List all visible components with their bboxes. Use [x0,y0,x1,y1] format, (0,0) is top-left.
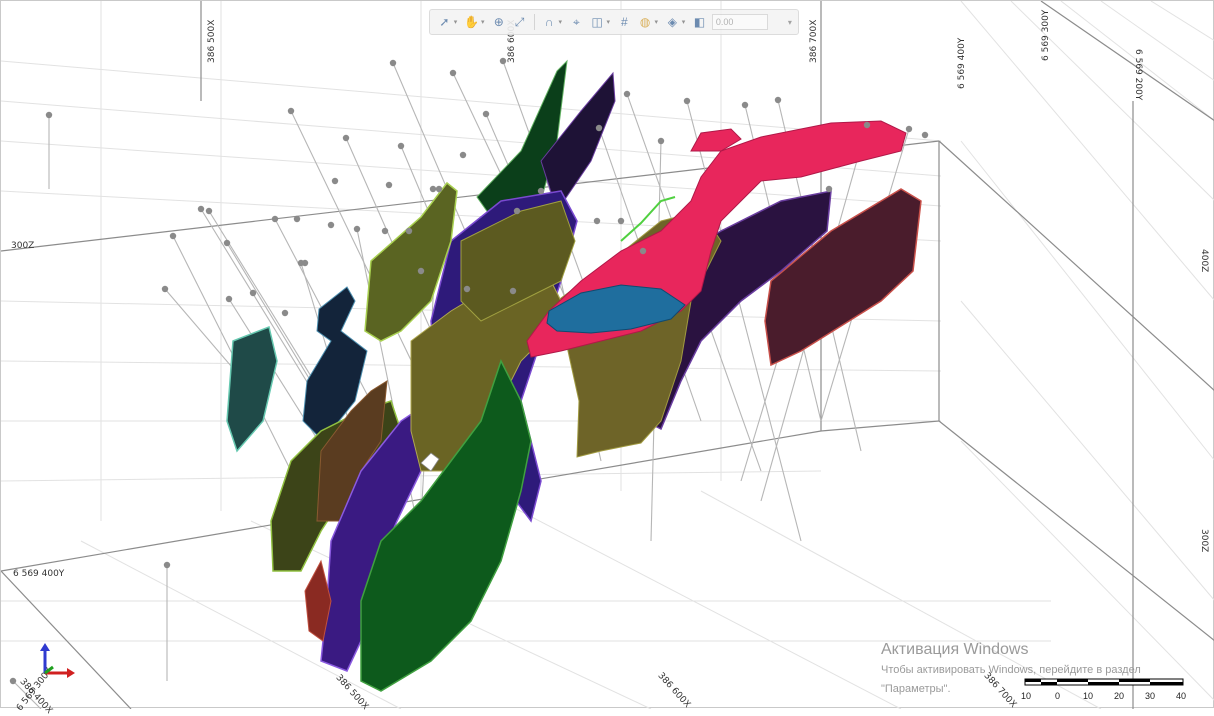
drillhole-collar[interactable] [287,107,295,115]
orebody-surfaces [226,59,922,692]
x-axis-label-top-1: 386 500X [207,19,217,63]
drillhole-collar[interactable] [595,124,603,132]
chevron-down-icon[interactable]: ▾ [480,19,485,26]
drillhole-collar[interactable] [617,217,625,225]
drillhole-collar[interactable] [45,111,53,119]
watermark-line: "Параметры". [881,683,951,695]
select-arrow-icon[interactable]: ➚ [439,15,450,29]
drillhole-collar[interactable] [825,185,833,193]
z-axis-label-left: 300Z [11,241,35,251]
drillhole-collar[interactable] [223,239,231,247]
y-axis-label-left: 6 569 400Y [13,569,65,579]
scale-tick-label: 30 [1145,691,1156,701]
drillhole-collar[interactable] [513,207,521,215]
drillhole-collar[interactable] [774,96,782,104]
drillhole-collar[interactable] [225,295,233,303]
zoom-extents-icon[interactable]: ⤢ [514,14,525,29]
y-axis-label-top-1: 6 569 400Y [957,37,967,89]
drillhole-collar[interactable] [537,187,545,195]
magnet-icon[interactable]: ∩ [544,15,554,29]
layers-icon[interactable]: ◈ [667,15,677,29]
collar-points [9,57,929,685]
drillhole-collar[interactable] [639,247,647,255]
drillhole-collar[interactable] [463,285,471,293]
drillhole-collar[interactable] [342,134,350,142]
y-axis-label-top-3: 6 569 200Y [1133,49,1143,101]
drillhole-collar[interactable] [657,137,665,145]
windows-activation-watermark: Активация Windows Чтобы активировать Win… [881,641,1141,697]
drillhole-collar[interactable] [593,217,601,225]
drillhole-collar[interactable] [161,285,169,293]
drillhole-collar[interactable] [482,110,490,118]
grid-icon[interactable]: # [621,15,628,29]
drillhole-collar[interactable] [205,207,213,215]
drillhole-collar[interactable] [197,205,205,213]
drillhole-collar[interactable] [449,69,457,77]
z-axis-label-right-top: 400Z [1199,249,1209,273]
drillhole-collar[interactable] [435,185,443,193]
drillhole-collar[interactable] [331,177,339,185]
scale-tick-label: 10 [1083,691,1094,701]
drillhole-collar[interactable] [293,215,301,223]
palette-icon[interactable]: ◍ [639,15,651,29]
z-axis-label-right-mid: 300Z [1199,529,1209,553]
drillhole-collar[interactable] [281,309,289,317]
scale-bar: 10 0 10 20 30 40 [1021,675,1187,705]
drillhole-collar[interactable] [271,215,279,223]
drillhole-collar[interactable] [163,561,171,569]
drillhole-collar[interactable] [405,227,413,235]
orbit-target-icon[interactable]: ⊕ [493,15,504,29]
drillhole-collar[interactable] [327,221,335,229]
drillhole-collar[interactable] [509,287,517,295]
drillhole-collar[interactable] [905,125,913,133]
drillhole-collar[interactable] [353,225,361,233]
scale-tick-label: 0 [1055,691,1061,701]
scale-bar-graphic [1024,678,1184,686]
scale-tick-label: 40 [1176,691,1187,701]
drillhole-collar[interactable] [169,232,177,240]
x-axis-label-top-3: 386 700X [809,19,819,63]
chevron-down-icon[interactable]: ▾ [681,19,686,26]
drillhole-collar[interactable] [389,59,397,67]
watermark-title: Активация Windows [881,641,1029,658]
drillhole-collar[interactable] [417,267,425,275]
drillhole-collar[interactable] [683,97,691,105]
toolbar-divider [533,14,535,30]
y-axis-label-top-2: 6 569 300Y [1041,9,1051,61]
watermark-line: Чтобы активировать Windows, перейдите в … [881,664,1141,676]
drillhole-collar[interactable] [429,185,437,193]
axis-triad [40,643,75,678]
drillhole-collar[interactable] [249,289,257,297]
view-toolbar: ➚▾ ✋▾ ⊕ ⤢ ∩▾ ⌖ ◫▾ # ◍▾ ◈▾ ◧ ▾ [429,9,799,35]
drillhole-collar[interactable] [381,227,389,235]
chevron-down-icon[interactable]: ▾ [453,19,458,26]
drillhole-collar[interactable] [9,677,17,685]
drillhole-collar[interactable] [301,259,309,267]
drillhole-collar[interactable] [385,181,393,189]
spinner-icon[interactable]: ▾ [787,17,792,27]
drillhole-collar[interactable] [397,142,405,150]
view-cube-icon[interactable]: ◫ [591,15,603,29]
scale-tick-label: 20 [1114,691,1125,701]
drillhole-collar[interactable] [499,57,507,65]
opacity-input[interactable] [711,14,768,30]
chevron-down-icon[interactable]: ▾ [558,19,563,26]
drillhole-collar[interactable] [863,121,871,129]
drillhole-collar[interactable] [921,131,929,139]
crosshair-icon[interactable]: ⌖ [573,14,580,29]
drillhole-collar[interactable] [623,90,631,98]
pan-hand-icon[interactable]: ✋ [464,15,480,29]
drillhole-collar[interactable] [741,101,749,109]
scale-tick-label: 10 [1021,691,1032,701]
section-box-icon[interactable]: ◧ [693,15,706,29]
chevron-down-icon[interactable]: ▾ [654,19,658,26]
drillhole-collar[interactable] [459,151,467,159]
chevron-down-icon[interactable]: ▾ [606,19,611,26]
